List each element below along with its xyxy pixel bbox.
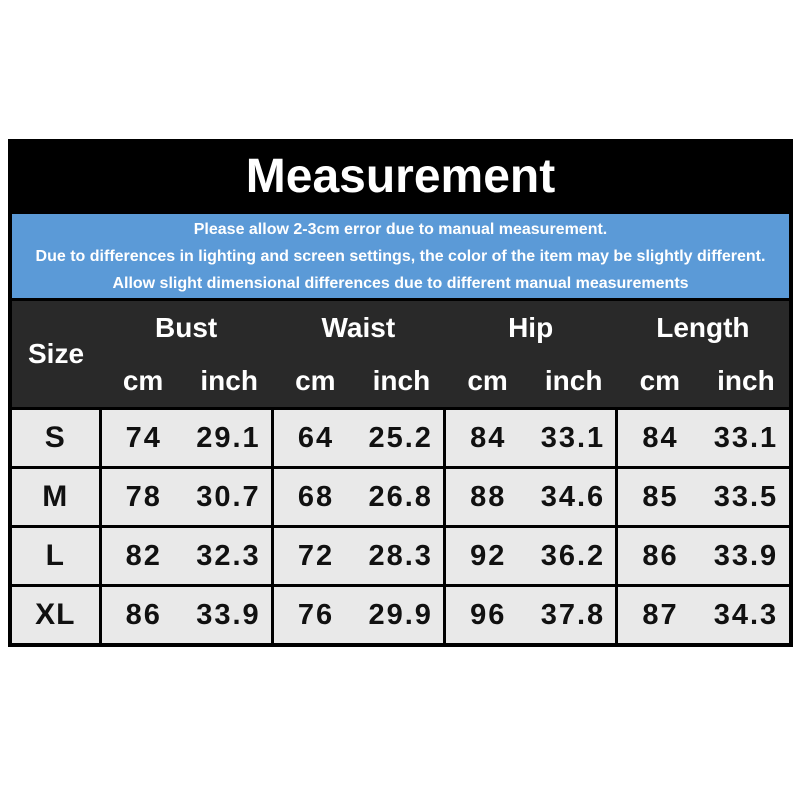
column-header-size: Size bbox=[12, 301, 100, 409]
cell-waist-inch: 29.9 bbox=[358, 584, 445, 643]
cell-bust-inch: 29.1 bbox=[186, 407, 273, 468]
unit-header-bust-cm: cm bbox=[100, 354, 187, 409]
cell-hip-inch: 33.1 bbox=[530, 407, 617, 468]
cell-bust-cm: 82 bbox=[98, 525, 187, 586]
cell-length-inch: 33.5 bbox=[702, 466, 789, 527]
cell-bust-cm: 74 bbox=[98, 407, 187, 468]
cell-waist-inch: 26.8 bbox=[358, 466, 445, 527]
measurement-sheet: Measurement Please allow 2-3cm error due… bbox=[8, 139, 793, 647]
cell-length-inch: 34.3 bbox=[702, 584, 789, 643]
notice-line-1: Please allow 2-3cm error due to manual m… bbox=[193, 221, 608, 238]
unit-header-bust-inch: inch bbox=[186, 354, 273, 409]
cell-length-cm: 86 bbox=[615, 525, 703, 586]
size-table-body: S 74 29.1 64 25.2 84 33.1 84 33.1 M 78 3… bbox=[12, 407, 789, 643]
cell-hip-cm: 96 bbox=[442, 584, 531, 643]
cell-waist-cm: 72 bbox=[270, 525, 359, 586]
size-table-header: Size Bust Waist Hip Length cm inch cm in… bbox=[12, 301, 789, 409]
cell-waist-cm: 64 bbox=[270, 407, 359, 468]
notice-banner: Please allow 2-3cm error due to manual m… bbox=[12, 214, 789, 301]
unit-header-waist-cm: cm bbox=[272, 354, 359, 409]
cell-bust-inch: 32.3 bbox=[186, 525, 273, 586]
cell-waist-cm: 76 bbox=[270, 584, 359, 643]
unit-header-length-cm: cm bbox=[616, 354, 703, 409]
column-header-length: Length bbox=[616, 301, 789, 354]
table-row-s: S 74 29.1 64 25.2 84 33.1 84 33.1 bbox=[12, 407, 789, 468]
column-header-hip: Hip bbox=[444, 301, 617, 354]
row-size-label: S bbox=[12, 407, 100, 468]
unit-header-hip-inch: inch bbox=[530, 354, 617, 409]
cell-hip-cm: 92 bbox=[442, 525, 531, 586]
title-band: Measurement bbox=[12, 139, 789, 214]
cell-bust-cm: 86 bbox=[98, 584, 187, 643]
cell-waist-cm: 68 bbox=[270, 466, 359, 527]
cell-length-cm: 87 bbox=[615, 584, 703, 643]
page-title: Measurement bbox=[245, 150, 556, 203]
table-row-xl: XL 86 33.9 76 29.9 96 37.8 87 34.3 bbox=[12, 584, 789, 643]
notice-line-3: Allow slight dimensional differences due… bbox=[112, 275, 689, 292]
size-table: Size Bust Waist Hip Length cm inch cm in… bbox=[12, 301, 789, 643]
cell-waist-inch: 28.3 bbox=[358, 525, 445, 586]
cell-bust-inch: 30.7 bbox=[186, 466, 273, 527]
row-size-label: L bbox=[12, 525, 100, 586]
column-header-bust: Bust bbox=[100, 301, 273, 354]
cell-length-cm: 85 bbox=[615, 466, 703, 527]
notice-line-2: Due to differences in lighting and scree… bbox=[35, 248, 766, 265]
unit-header-hip-cm: cm bbox=[444, 354, 531, 409]
row-size-label: XL bbox=[12, 584, 100, 643]
cell-length-cm: 84 bbox=[615, 407, 703, 468]
cell-waist-inch: 25.2 bbox=[358, 407, 445, 468]
unit-header-length-inch: inch bbox=[702, 354, 789, 409]
header-group-row: Size Bust Waist Hip Length bbox=[12, 301, 789, 409]
table-row-l: L 82 32.3 72 28.3 92 36.2 86 33.9 bbox=[12, 525, 789, 586]
cell-bust-inch: 33.9 bbox=[186, 584, 273, 643]
cell-hip-inch: 34.6 bbox=[530, 466, 617, 527]
cell-length-inch: 33.1 bbox=[702, 407, 789, 468]
cell-hip-cm: 88 bbox=[442, 466, 531, 527]
cell-bust-cm: 78 bbox=[98, 466, 187, 527]
column-header-waist: Waist bbox=[272, 301, 445, 354]
unit-header-waist-inch: inch bbox=[358, 354, 445, 409]
header-units-row: cm inch cm inch cm inch cm inch bbox=[12, 354, 789, 409]
table-row-m: M 78 30.7 68 26.8 88 34.6 85 33.5 bbox=[12, 466, 789, 527]
cell-hip-inch: 37.8 bbox=[530, 584, 617, 643]
cell-hip-inch: 36.2 bbox=[530, 525, 617, 586]
cell-length-inch: 33.9 bbox=[702, 525, 789, 586]
row-size-label: M bbox=[12, 466, 100, 527]
cell-hip-cm: 84 bbox=[442, 407, 531, 468]
